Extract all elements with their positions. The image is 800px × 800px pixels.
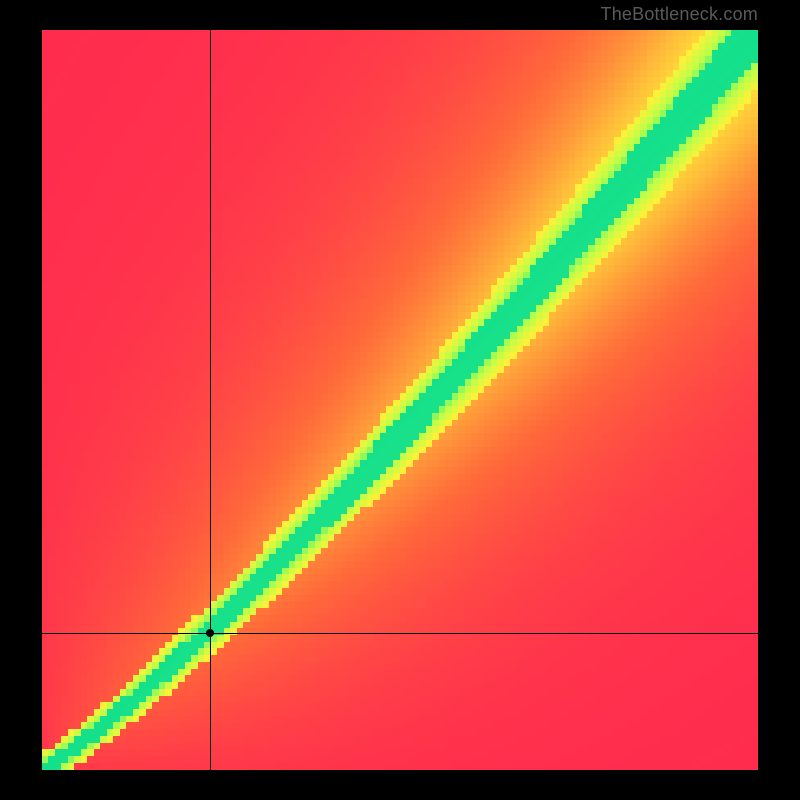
heatmap-canvas bbox=[42, 30, 758, 770]
attribution-text: TheBottleneck.com bbox=[601, 4, 758, 25]
bottleneck-heatmap bbox=[42, 30, 758, 770]
